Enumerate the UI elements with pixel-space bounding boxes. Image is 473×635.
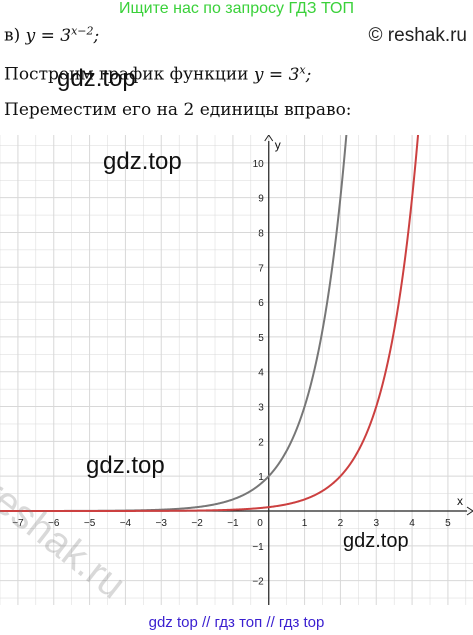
x-tick-label: −7 [12, 518, 24, 529]
watermark-chart-bottom: gdz.top [343, 530, 409, 552]
problem-line: в) y = 3x−2; [4, 24, 99, 46]
x-tick-label: 5 [445, 518, 451, 529]
x-tick-label: −4 [120, 518, 132, 529]
copyright-text: © reshak.ru [368, 25, 467, 46]
watermark-chart-top: gdz.top [103, 148, 182, 175]
y-tick-label: 6 [258, 298, 264, 309]
y-tick-label: 8 [258, 228, 264, 239]
curve-3-pow-x-minus-2 [0, 135, 420, 512]
x-tick-label: −1 [227, 518, 239, 529]
y-axis-arrow [264, 135, 274, 142]
x-tick-label: −3 [156, 518, 168, 529]
instruction-text: Построим график функции [4, 64, 254, 85]
instruction-line-2: Переместим его на 2 единицы вправо: [4, 100, 352, 120]
curves [0, 135, 420, 512]
x-tick-label: −2 [191, 518, 203, 529]
instruction-line-1: Построим график функции y = 3x; [4, 63, 311, 85]
x-axis-arrow [466, 506, 473, 516]
y-tick-label: 3 [258, 403, 264, 414]
y-axis-label: y [275, 138, 281, 152]
x-tick-label: 3 [373, 518, 379, 529]
watermark-top-right: gdz.top [57, 65, 136, 92]
y-tick-label: −2 [252, 577, 264, 588]
footer-links[interactable]: gdz top // гдз топ // гдз top [148, 614, 325, 631]
y-tick-label: 5 [258, 333, 264, 344]
function-plot: x y −7 −6 −5 −4 −3 −2 −1 1 2 3 4 5 −2 −1 1 2 3 4 5 6 7 8 9 10 0 [0, 135, 473, 605]
origin-label: 0 [257, 518, 263, 529]
y-tick-label: 10 [253, 159, 265, 170]
x-tick-label: −6 [48, 518, 60, 529]
problem-formula: y = 3x−2; [25, 24, 100, 46]
search-banner[interactable]: Ищите нас по запросу ГДЗ ТОП [119, 0, 354, 17]
x-tick-label: 1 [302, 518, 308, 529]
y-tick-label: 9 [258, 194, 264, 205]
y-tick-label: 2 [258, 437, 264, 448]
base-formula: y = 3x; [253, 63, 312, 85]
y-tick-label: −1 [252, 542, 264, 553]
tick-labels: x y −7 −6 −5 −4 −3 −2 −1 1 2 3 4 5 −2 −1 1 2 3 4 5 6 7 8 9 10 0 [12, 138, 463, 588]
x-axis-label: x [457, 494, 463, 508]
x-tick-label: −5 [84, 518, 96, 529]
y-tick-label: 7 [258, 263, 264, 274]
problem-prefix: в) [4, 25, 26, 46]
y-tick-label: 1 [258, 472, 264, 483]
watermark-chart-left: gdz.top [86, 452, 165, 479]
y-tick-label: 4 [258, 368, 264, 379]
curve-3-pow-x [0, 135, 348, 512]
x-tick-label: 4 [409, 518, 415, 529]
grid-lines [0, 135, 473, 605]
x-tick-label: 2 [338, 518, 344, 529]
